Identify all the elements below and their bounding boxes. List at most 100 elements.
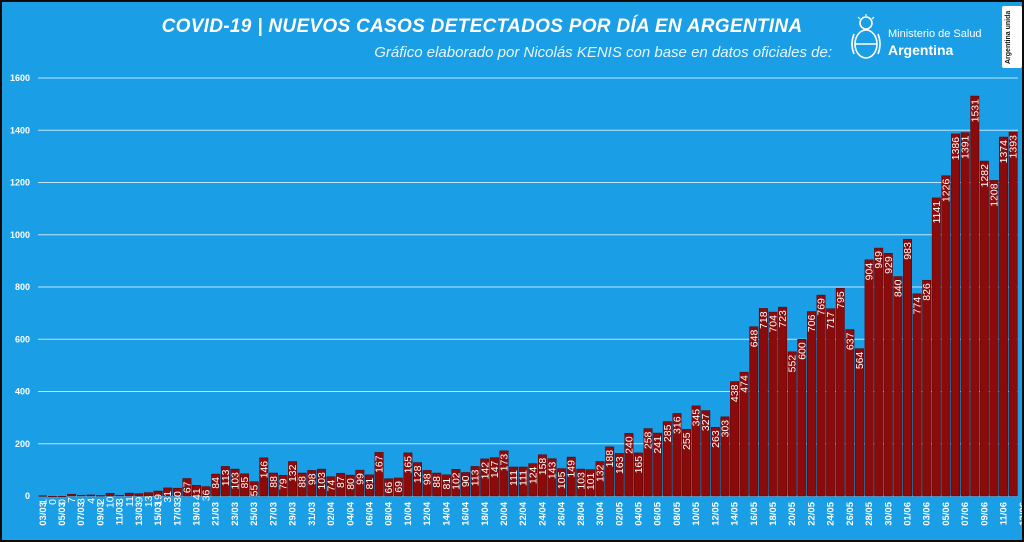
value-label: 438	[729, 384, 741, 402]
value-label: 69	[393, 481, 405, 493]
x-tick-label: 24/04	[537, 501, 548, 525]
value-label: 1386	[950, 137, 962, 161]
value-label: 718	[758, 311, 770, 329]
value-label: 795	[835, 291, 847, 309]
bar	[105, 493, 115, 497]
value-label: 143	[547, 461, 559, 479]
value-label: 600	[796, 342, 808, 360]
value-label: 165	[633, 456, 645, 474]
value-label: 67	[181, 481, 193, 493]
x-tick-label: 10/05	[691, 501, 702, 525]
bar	[489, 457, 499, 497]
bar	[316, 468, 326, 497]
chart-subtitle: Gráfico elaborado por Nicolás KENIS con …	[374, 44, 832, 61]
x-tick-label: 16/05	[749, 501, 760, 525]
bar	[374, 452, 384, 497]
value-label: 102	[450, 472, 462, 490]
value-label: 113	[220, 469, 232, 486]
bar	[768, 311, 778, 497]
x-tick-label: 09/06	[979, 502, 990, 526]
value-label: 255	[681, 432, 693, 450]
value-label: 258	[643, 431, 655, 449]
bar	[787, 351, 797, 497]
value-label: 167	[374, 455, 386, 473]
value-label: 929	[883, 256, 895, 274]
value-label: 704	[768, 315, 780, 333]
x-tick-label: 02/05	[614, 501, 625, 525]
x-tick-label: 06/05	[653, 501, 664, 525]
bar	[720, 416, 730, 497]
value-label: 840	[892, 279, 904, 297]
value-label: 552	[787, 355, 799, 373]
x-tick-label: 11/06	[999, 502, 1010, 525]
value-label: 637	[844, 332, 856, 350]
bar	[470, 466, 480, 497]
value-labels: 1007342103119131931306741368411310385551…	[37, 99, 1019, 508]
bar	[528, 463, 538, 497]
value-label: 146	[258, 461, 270, 479]
value-label: 19	[153, 494, 165, 506]
bar	[749, 326, 759, 497]
x-tick-label: 31/03	[307, 502, 318, 526]
bar	[461, 472, 471, 497]
bar	[451, 469, 461, 497]
bar	[816, 294, 826, 497]
x-tick-label: 04/05	[633, 501, 644, 525]
x-tick-label: 07/06	[960, 502, 971, 526]
ministry-logo: Ministerio de Salud Argentina	[848, 12, 994, 68]
bar	[192, 485, 201, 497]
value-label: 30	[172, 491, 184, 503]
bar	[240, 473, 250, 497]
value-label: 90	[460, 475, 472, 487]
ministry-country: Argentina	[888, 42, 954, 58]
value-label: 142	[479, 462, 491, 480]
value-label: 303	[719, 420, 731, 438]
x-tick-label: 07/03	[76, 502, 87, 526]
bar	[710, 427, 720, 497]
x-tick-label: 13/06	[1018, 502, 1022, 526]
bar	[422, 470, 432, 497]
x-tick-label: 19/03	[192, 502, 203, 526]
value-label: 165	[402, 456, 414, 474]
bar	[960, 132, 970, 497]
value-label: 3	[76, 498, 88, 504]
bar	[883, 253, 893, 497]
y-axis-ticks: 0 200 400 600 800 1000 1200 1400 1600	[10, 73, 30, 501]
bar	[38, 495, 48, 497]
y-tick-label: 200	[15, 439, 30, 449]
x-tick-label: 15/03	[153, 502, 164, 526]
value-label: 983	[902, 242, 914, 260]
bar	[845, 329, 855, 497]
x-tick-label: 03/06	[922, 502, 933, 526]
value-label: 1393	[1008, 135, 1020, 159]
bar	[691, 405, 701, 497]
value-label: 66	[383, 482, 395, 494]
x-tick-label: 13/03	[134, 502, 145, 526]
y-tick-label: 400	[15, 387, 30, 397]
bar	[249, 481, 259, 497]
value-label: 74	[326, 480, 338, 492]
bar	[76, 494, 86, 497]
x-tick-label: 04/04	[345, 501, 356, 525]
value-label: 105	[556, 471, 568, 489]
bar	[211, 473, 221, 497]
y-tick-label: 1000	[10, 230, 30, 240]
value-label: 904	[864, 263, 876, 281]
value-label: 88	[431, 476, 443, 488]
x-tick-label: 17/03	[172, 502, 183, 526]
bars	[38, 95, 1018, 497]
value-label: 87	[335, 476, 347, 488]
value-label: 717	[825, 312, 837, 330]
x-tick-label: 24/05	[826, 501, 837, 525]
value-label: 774	[912, 297, 924, 315]
x-tick-label: 28/05	[864, 501, 875, 525]
bar	[893, 276, 903, 497]
value-label: 2	[95, 498, 107, 504]
value-label: 345	[691, 409, 703, 427]
value-label: 7	[66, 497, 78, 503]
bar	[124, 492, 134, 497]
value-label: 103	[575, 472, 587, 490]
bar	[403, 452, 413, 497]
